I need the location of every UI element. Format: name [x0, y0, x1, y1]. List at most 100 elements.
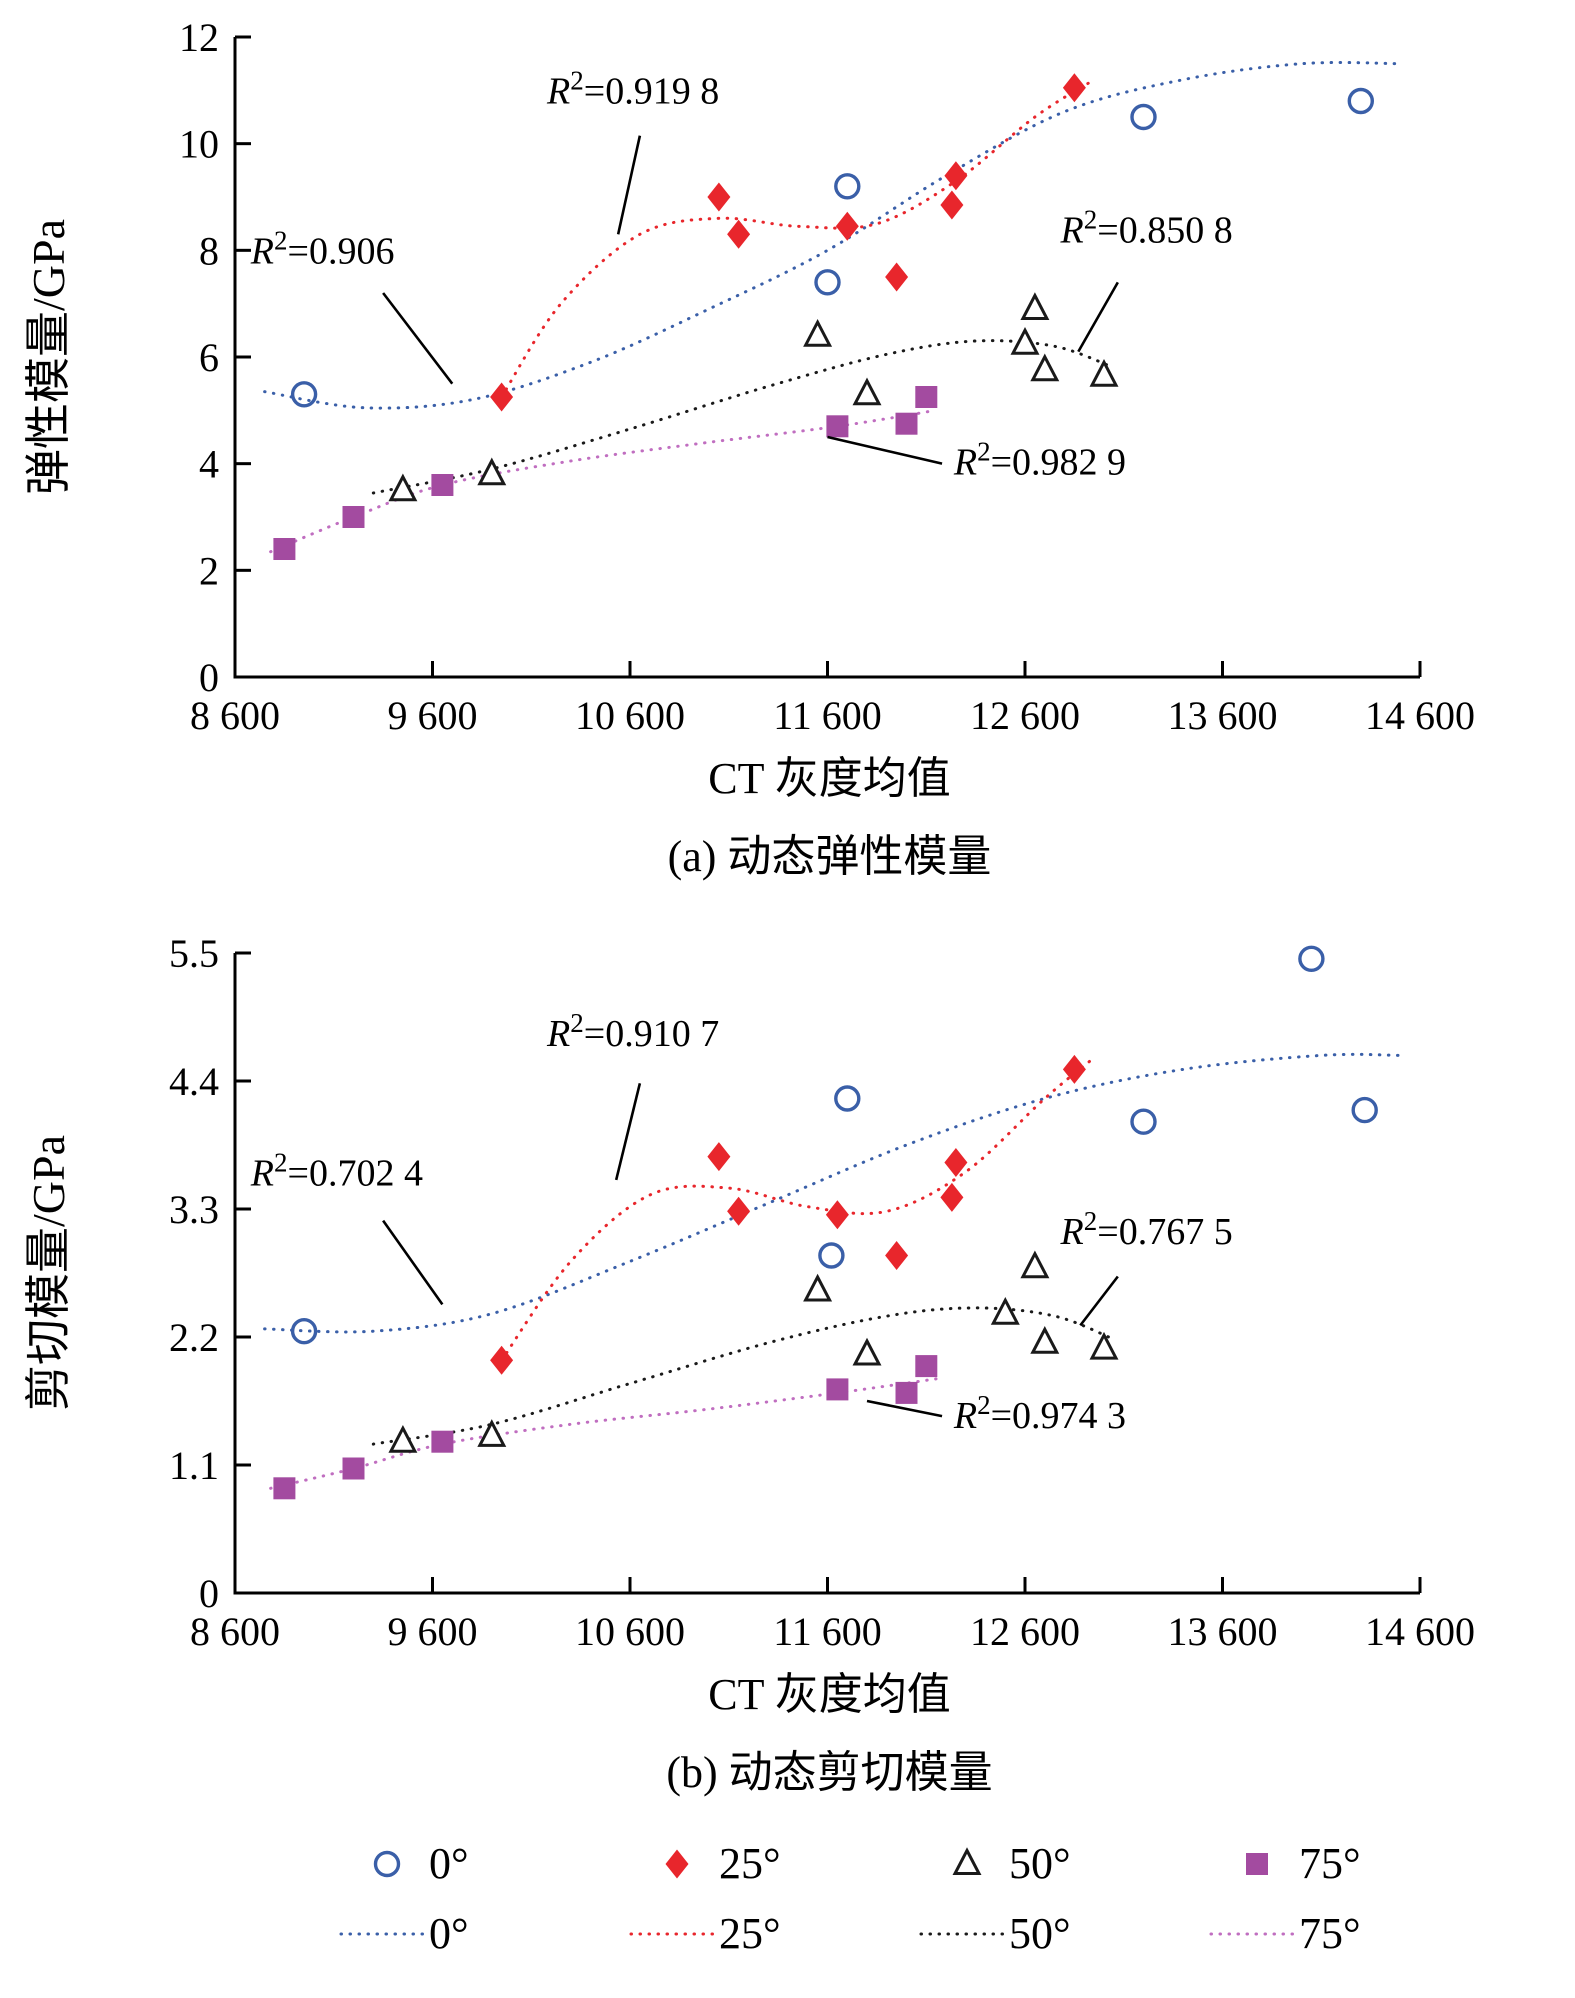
point-50deg [803, 318, 833, 347]
point-25deg [727, 219, 751, 249]
point-75deg [431, 474, 454, 496]
triangle-marker-icon [1030, 353, 1060, 382]
triangle-marker-icon [1089, 358, 1119, 387]
point-75deg [342, 1457, 365, 1480]
trend-line-25deg [500, 78, 1096, 399]
y-tick-label: 10 [179, 122, 219, 167]
triangle-marker-icon [852, 1337, 882, 1366]
x-axis-label-a: CT 灰度均值 [708, 754, 951, 803]
diamond-marker-icon [490, 382, 514, 412]
point-25deg [885, 1241, 909, 1270]
triangle-marker-icon [1089, 1331, 1119, 1360]
caption-a: (a) 动态弹性模量 [667, 832, 992, 881]
point-25deg [707, 182, 731, 212]
triangle-marker-icon [388, 1424, 418, 1453]
point-25deg [707, 1142, 731, 1172]
annotation-label: R2=0.919 8 [546, 66, 719, 113]
point-25deg [490, 1345, 514, 1375]
y-axis-label: 剪切模量/GPa [23, 1135, 74, 1411]
point-50deg [1089, 1331, 1119, 1360]
legend-marker-25deg [665, 1849, 689, 1879]
point-50deg [1030, 353, 1060, 382]
square-marker-icon [826, 415, 849, 438]
y-tick-label: 0 [199, 1571, 219, 1616]
point-25deg [835, 211, 859, 241]
diamond-marker-icon [944, 161, 968, 191]
annotation-leader-line [382, 1219, 444, 1306]
point-0deg [290, 1318, 318, 1345]
x-tick-label: 8 600 [190, 1609, 280, 1654]
legend-line-label-50deg: 50° [1009, 1909, 1071, 1958]
point-0deg [1130, 1108, 1157, 1135]
chart-a-svg: 8 600 9 600 10 600 11 600 12 600 13 600 14 600… [23, 15, 1475, 738]
x-tick-label: 9 600 [388, 1609, 478, 1654]
annotation-label: R2=0.974 3 [953, 1390, 1126, 1437]
x-tick-label: 9 600 [388, 693, 478, 738]
chart-b-svg: 8 600 9 600 10 600 11 600 12 600 13 600 14 600… [23, 931, 1475, 1654]
point-25deg [1062, 73, 1086, 103]
trend-line-0deg [263, 61, 1402, 410]
annotation-label: R2=0.767 5 [1060, 1206, 1233, 1253]
circle-marker-icon [834, 1085, 861, 1112]
diamond-marker-icon [885, 1241, 909, 1270]
point-75deg [431, 1430, 454, 1453]
x-axis-label-b: CT 灰度均值 [708, 1670, 951, 1719]
axes-frame [233, 953, 1420, 1595]
series-25deg [490, 1054, 1086, 1375]
annotation-leader-line [827, 435, 943, 465]
legend-line-label-75deg: 75° [1299, 1909, 1361, 1958]
point-50deg [803, 1273, 833, 1302]
x-tick-label: 13 600 [1168, 693, 1278, 738]
point-75deg [915, 386, 938, 408]
legend-marker-label-25deg: 25° [719, 1839, 781, 1888]
circle-marker-icon [290, 381, 318, 408]
caption-b: (b) 动态剪切模量 [666, 1748, 993, 1797]
y-axis-label: 弹性模量/GPa [23, 219, 74, 495]
x-tick-label: 11 600 [773, 693, 882, 738]
legend-line-label-25deg: 25° [719, 1909, 781, 1958]
point-50deg [388, 1424, 418, 1453]
point-50deg [477, 1419, 507, 1447]
point-25deg [825, 1200, 849, 1230]
diamond-marker-icon [885, 262, 909, 292]
point-25deg [944, 161, 968, 191]
axes-frame [233, 37, 1420, 679]
point-0deg [1347, 87, 1375, 115]
x-tick-label: 11 600 [773, 1609, 882, 1654]
chart-block-b: 8 600 9 600 10 600 11 600 12 600 13 600 14 600… [0, 928, 1575, 1800]
point-50deg [990, 1296, 1020, 1325]
annotation-leader-line [1079, 1275, 1119, 1327]
x-tick-label: 10 600 [575, 1609, 685, 1654]
point-25deg [727, 1196, 751, 1226]
square-marker-icon [342, 1457, 365, 1480]
series-50deg [388, 292, 1119, 502]
diamond-marker-icon [707, 1142, 731, 1172]
x-tick-label: 13 600 [1168, 1609, 1278, 1654]
triangle-marker-icon [803, 318, 833, 347]
point-50deg [388, 473, 418, 502]
square-marker-icon [915, 1355, 938, 1378]
point-75deg [895, 1381, 918, 1404]
point-0deg [818, 1242, 845, 1269]
annotation-leader-line [866, 1399, 943, 1418]
point-50deg [1010, 326, 1040, 355]
series-0deg [290, 87, 1375, 408]
y-tick-label: 2 [199, 548, 219, 593]
circle-marker-icon [1347, 87, 1375, 115]
diamond-marker-icon [727, 1196, 751, 1226]
legend-marker-label-50deg: 50° [1009, 1839, 1071, 1888]
square-marker-icon [1246, 1853, 1268, 1875]
diamond-marker-icon [1062, 73, 1086, 103]
point-0deg [1351, 1096, 1378, 1124]
annotation-leader-line [616, 135, 642, 235]
square-marker-icon [826, 1378, 849, 1401]
point-50deg [852, 1337, 882, 1366]
series-75deg [273, 1355, 938, 1500]
point-50deg [852, 377, 882, 406]
point-25deg [490, 382, 514, 412]
point-0deg [290, 381, 318, 408]
triangle-marker-icon [477, 457, 507, 486]
point-50deg [1020, 292, 1050, 320]
annotation-leader-line [1077, 281, 1119, 353]
